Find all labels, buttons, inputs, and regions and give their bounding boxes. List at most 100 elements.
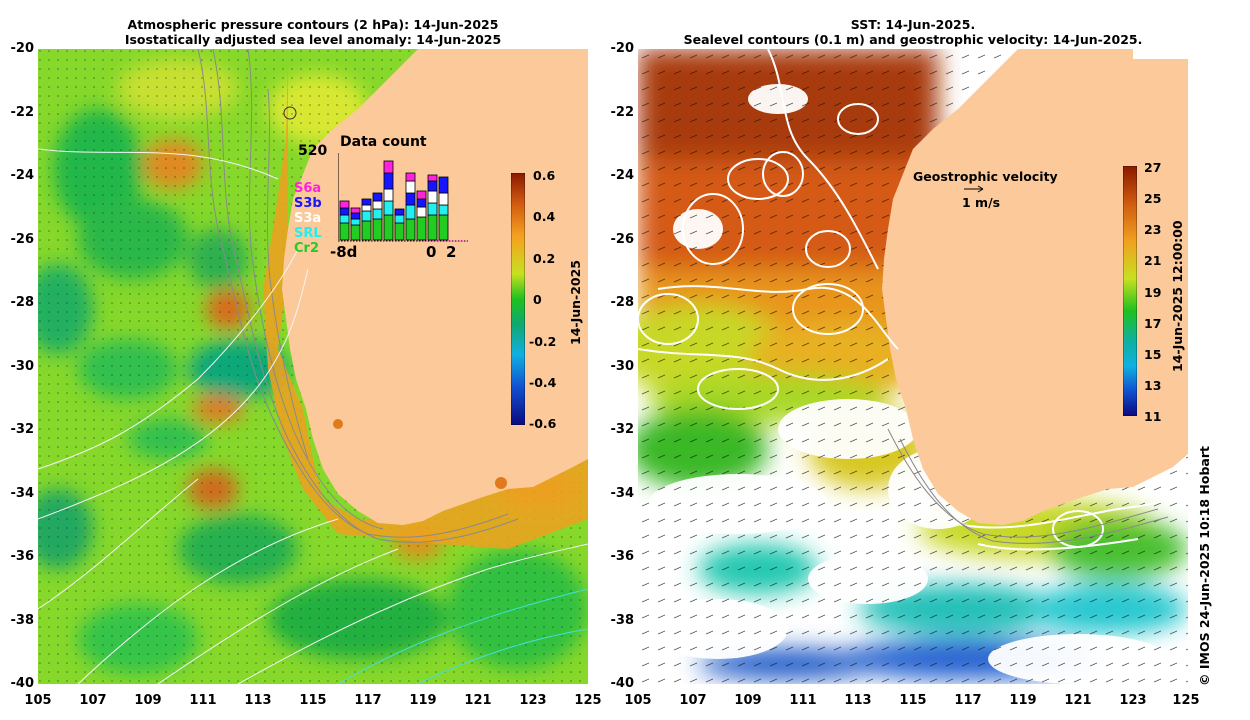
velocity-legend-title: Geostrophic velocity	[913, 169, 1058, 184]
lat-tick: -22	[10, 105, 35, 120]
lat-tick: -24	[610, 168, 635, 183]
australia-land-right	[882, 49, 1188, 525]
lat-tick: -32	[10, 422, 35, 437]
inset-x-label-zero: 0	[426, 243, 437, 261]
lat-tick: -40	[10, 676, 35, 691]
lat-tick: -20	[610, 41, 635, 56]
lon-tick: 123	[1119, 693, 1147, 708]
right-colorbar	[1123, 166, 1137, 416]
bathymetry-contours	[197, 49, 519, 543]
left-colorbar	[511, 173, 525, 425]
sealevel-contours	[638, 49, 1188, 551]
top-strip-edge	[1133, 49, 1188, 59]
right-title-line1: SST: 14-Jun-2025.	[850, 17, 976, 32]
right-cb-tick: 27	[1144, 160, 1162, 175]
inset-bars	[339, 160, 449, 241]
lon-tick: 115	[899, 693, 927, 708]
lat-tick: -36	[10, 549, 35, 564]
left-cb-tick: -0.6	[529, 416, 557, 431]
right-cb-tick: 11	[1144, 409, 1162, 424]
inset-title: Data count	[340, 134, 427, 150]
lon-tick: 113	[244, 693, 272, 708]
island-marker	[333, 419, 343, 429]
pressure-low-marker	[283, 106, 297, 120]
lon-tick: 111	[789, 693, 817, 708]
velocity-legend-scale: 1 m/s	[962, 195, 1001, 210]
legend-srl: SRL	[294, 226, 322, 241]
lon-tick: 117	[954, 693, 982, 708]
lon-tick: 107	[79, 693, 107, 708]
inset-legend: S6a S3b S3a SRL Cr2	[294, 181, 322, 256]
left-map-title: Atmospheric pressure contours (2 hPa): 1…	[38, 17, 588, 47]
lon-tick: 117	[354, 693, 382, 708]
inset-x-label-end: 2	[446, 243, 457, 261]
left-title-line2: Isostatically adjusted sea level anomaly…	[124, 32, 502, 47]
lat-tick: -28	[10, 295, 35, 310]
lon-tick: 113	[844, 693, 872, 708]
right-map-title: SST: 14-Jun-2025. Sealevel contours (0.1…	[638, 17, 1188, 47]
lon-tick: 115	[299, 693, 327, 708]
right-cb-tick: 19	[1144, 285, 1162, 300]
velocity-scale-arrow	[964, 185, 984, 193]
left-cb-label: 14-Jun-2025	[568, 259, 583, 345]
left-title-line1: Atmospheric pressure contours (2 hPa): 1…	[127, 17, 499, 32]
lat-tick: -38	[610, 613, 635, 628]
left-cb-tick: 0.4	[533, 209, 556, 224]
lon-tick: 111	[189, 693, 217, 708]
lon-tick: 109	[134, 693, 162, 708]
left-cb-tick: 0.6	[533, 168, 556, 183]
lon-tick: 121	[464, 693, 492, 708]
lat-tick: -26	[10, 232, 35, 247]
inset-max-label: 520	[298, 143, 328, 159]
right-cb-tick: 21	[1144, 253, 1162, 268]
lat-tick: -28	[610, 295, 635, 310]
right-cb-tick: 17	[1144, 316, 1162, 331]
legend-s3b: S3b	[294, 196, 322, 211]
lat-tick: -40	[610, 676, 635, 691]
right-map-svg	[638, 49, 1188, 684]
right-cb-tick: 25	[1144, 191, 1162, 206]
coastal-anomaly-band	[263, 49, 588, 549]
right-title-line2: Sealevel contours (0.1 m) and geostrophi…	[683, 32, 1143, 47]
right-cb-tick: 15	[1144, 347, 1162, 362]
lon-tick: 123	[519, 693, 547, 708]
right-cb-label: 14-Jun-2025 12:00:00	[1170, 220, 1185, 372]
lat-tick: -30	[610, 359, 635, 374]
island-marker	[495, 477, 507, 489]
data-count-inset: 520 Data count S6a S3b S3a SRL Cr2	[278, 133, 478, 263]
lat-tick: -26	[610, 232, 635, 247]
lat-tick: -34	[610, 486, 635, 501]
lat-tick: -20	[10, 41, 35, 56]
left-cb-tick: -0.4	[529, 375, 557, 390]
lat-tick: -30	[10, 359, 35, 374]
lon-tick: 125	[574, 693, 602, 708]
inset-bar-chart	[338, 153, 468, 242]
lon-tick: 105	[24, 693, 52, 708]
lon-tick: 119	[409, 693, 437, 708]
lat-tick: -36	[610, 549, 635, 564]
lat-tick: -24	[10, 168, 35, 183]
lat-tick: -22	[610, 105, 635, 120]
lon-tick: 121	[1064, 693, 1092, 708]
right-map-panel: Geostrophic velocity 1 m/s 27 25 23 21 1…	[638, 49, 1188, 684]
lon-tick: 109	[734, 693, 762, 708]
lat-tick: -38	[10, 613, 35, 628]
lon-tick: 119	[1009, 693, 1037, 708]
legend-s3a: S3a	[294, 211, 322, 226]
left-cb-tick: -0.2	[529, 334, 557, 349]
left-cb-tick: 0	[533, 292, 542, 307]
left-cb-tick: 0.2	[533, 251, 556, 266]
right-cb-tick: 23	[1144, 222, 1162, 237]
pressure-contours	[38, 148, 588, 684]
left-map-panel: 520 Data count S6a S3b S3a SRL Cr2	[38, 49, 588, 684]
copyright-notice: © IMOS 24-Jun-2025 10:18 Hobart	[1197, 446, 1212, 686]
lat-tick: -34	[10, 486, 35, 501]
lat-tick: -32	[610, 422, 635, 437]
bathymetry-contours-right	[887, 428, 1169, 545]
legend-cr2: Cr2	[294, 241, 319, 256]
legend-s6a: S6a	[294, 181, 322, 196]
lon-tick: 107	[679, 693, 707, 708]
inset-x-label-start: -8d	[330, 243, 358, 261]
lon-tick: 125	[1172, 693, 1200, 708]
lon-tick: 105	[624, 693, 652, 708]
